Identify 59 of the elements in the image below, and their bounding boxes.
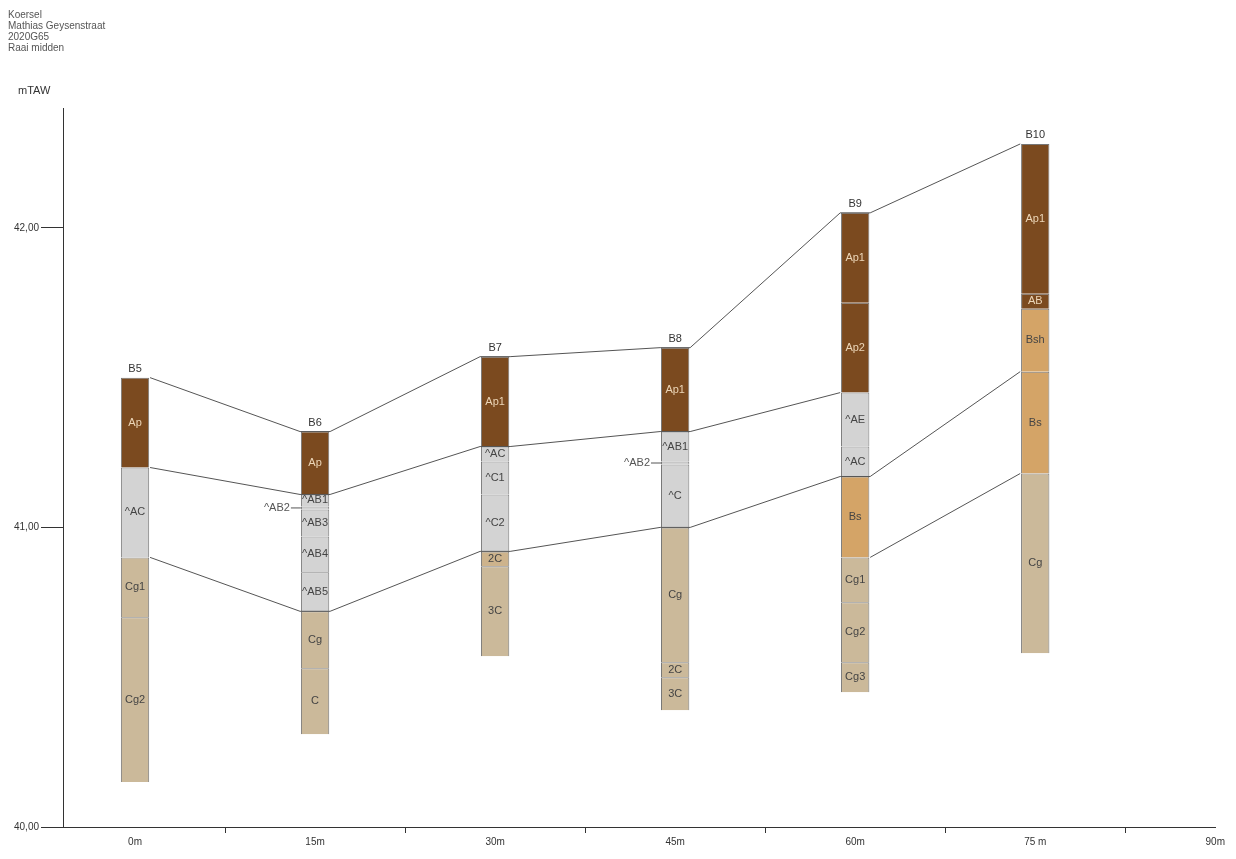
annotation: ^AB1	[302, 493, 329, 506]
annotation: Ap1	[1025, 211, 1046, 224]
annotation: B5	[128, 362, 142, 375]
annotation: Bs	[848, 509, 863, 522]
annotation: ^AB1	[662, 439, 689, 452]
annotation: C	[311, 694, 320, 707]
annotation: Ap	[128, 415, 142, 428]
y-tick-label: 41,00	[13, 521, 40, 533]
annotation: Cg2	[124, 692, 146, 705]
annotation: ^AB3	[302, 515, 329, 528]
annotation: Cg3	[845, 670, 866, 683]
annotation: Cg1	[845, 572, 866, 585]
y-axis-title: mTAW	[18, 83, 51, 96]
annotation: Cg	[668, 587, 683, 600]
annotation: B6	[308, 416, 322, 429]
annotation: 2C	[488, 551, 503, 564]
x-tick-label: 90m	[1205, 835, 1225, 847]
y-tick-label: 40,00	[13, 820, 40, 832]
annotation: ^AB5	[302, 584, 329, 597]
text: Koersel	[8, 8, 42, 20]
text: 2020G65	[8, 30, 50, 42]
annotation: AB	[1027, 294, 1043, 307]
annotation: ^AE	[845, 412, 866, 425]
annotation: ^AB2	[624, 456, 650, 469]
x-tick-label: 45m	[665, 835, 685, 847]
y-tick-label: 42,00	[13, 221, 40, 233]
annotation: 2C	[668, 662, 683, 675]
annotation: 3C	[668, 686, 683, 699]
annotation: ^AC	[484, 447, 506, 460]
x-tick-label: 30m	[485, 835, 505, 847]
annotation: ^C1	[485, 471, 505, 484]
annotation: 3C	[488, 604, 503, 617]
annotation: Ap1	[845, 250, 865, 263]
annotation: Ap1	[485, 394, 505, 407]
annotation: B9	[848, 197, 862, 210]
annotation: Cg	[1028, 556, 1043, 569]
annotation: ^AC	[124, 505, 146, 518]
x-tick-label: 75 m	[1024, 835, 1047, 847]
annotation: ^AB2	[263, 500, 290, 513]
x-tick-label: 15m	[305, 835, 325, 847]
annotation: Ap2	[845, 340, 865, 353]
annotation: Bsh	[1025, 333, 1045, 346]
annotation: B8	[668, 332, 682, 345]
annotation: Ap1	[665, 382, 685, 395]
text: Raai midden	[8, 41, 65, 53]
annotation: Ap	[308, 456, 322, 469]
x-tick-label: 0m	[128, 835, 142, 847]
annotation: Cg2	[845, 625, 866, 638]
annotation: ^C	[668, 488, 682, 501]
annotation: ^AB4	[302, 547, 329, 560]
annotation: B10	[1025, 128, 1046, 141]
x-tick-label: 60m	[845, 835, 865, 847]
annotation: ^AC	[844, 454, 866, 467]
annotation: B7	[488, 341, 502, 354]
text: Mathias Geysenstraat	[8, 19, 106, 31]
annotation: Cg1	[124, 580, 146, 593]
annotation: Bs	[1028, 415, 1043, 428]
annotation: ^C2	[485, 515, 505, 528]
annotation: Cg	[308, 632, 323, 645]
